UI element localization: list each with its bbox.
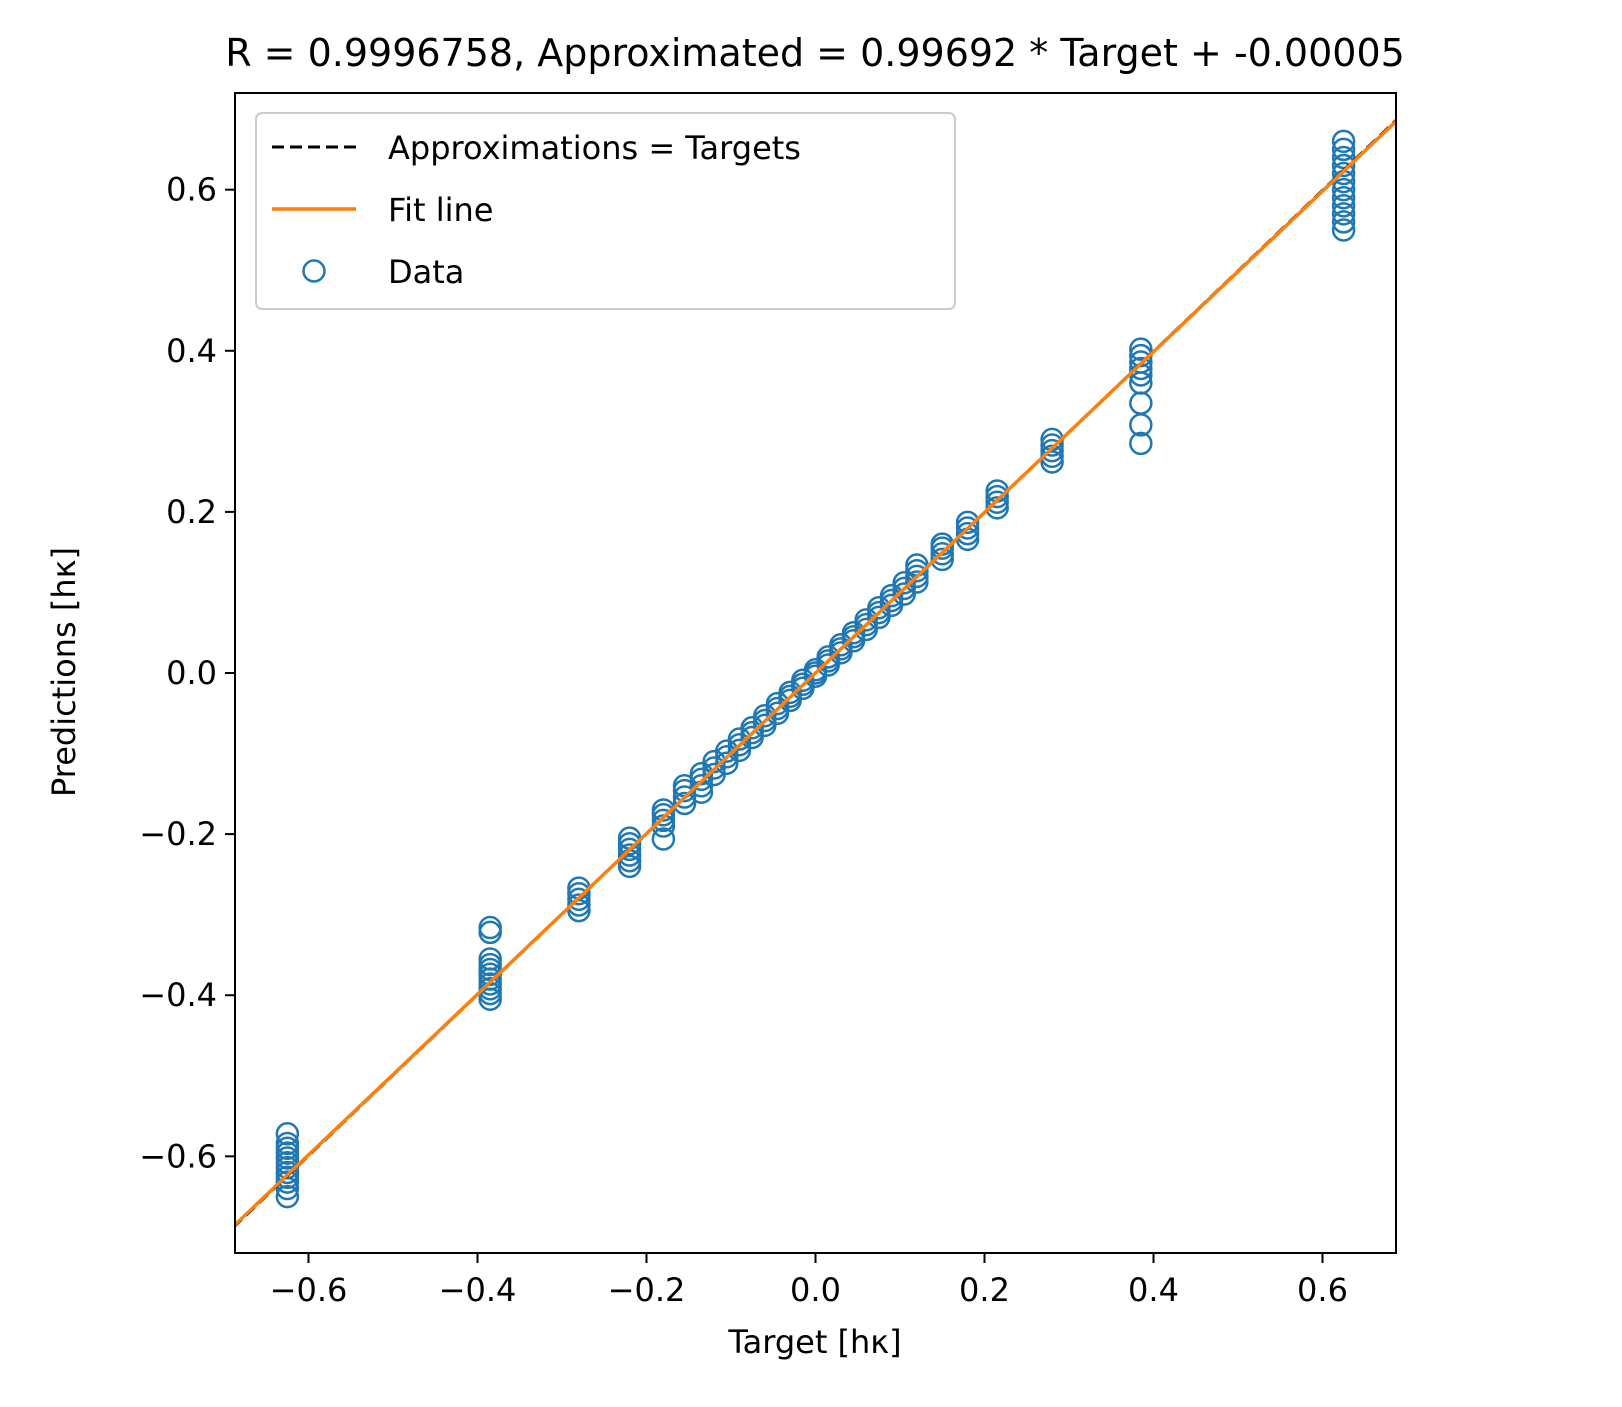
data-point [715, 739, 739, 763]
data-point [892, 582, 916, 606]
data-point [867, 596, 891, 620]
data-point [727, 732, 752, 757]
data-point [829, 633, 853, 657]
x-axis-label: Target [hκ] [727, 1323, 901, 1361]
data-point [892, 576, 916, 601]
data-point [930, 547, 954, 572]
data-point [478, 920, 502, 945]
data-point [985, 490, 1009, 514]
data-point [651, 827, 676, 851]
data-point [905, 564, 929, 589]
y-tick-label: −0.2 [139, 815, 217, 853]
data-point [1331, 210, 1356, 234]
data-point [854, 608, 878, 632]
legend-data-label: Data [388, 253, 464, 291]
data-point [1040, 433, 1064, 457]
data-point [275, 1184, 300, 1209]
fit-line [235, 118, 1396, 1228]
data-point [955, 521, 980, 546]
data-point [892, 571, 916, 595]
data-point [955, 510, 980, 535]
data-point [1129, 350, 1153, 374]
data-point [715, 751, 739, 775]
data-point [567, 881, 591, 906]
data-point [617, 843, 642, 867]
data-point [1331, 177, 1356, 202]
y-tick-label: −0.4 [139, 976, 217, 1014]
x-tick-label: 0.0 [790, 1271, 841, 1309]
data-point [1331, 202, 1356, 226]
data-point [803, 658, 828, 682]
legend: Approximations = Targets Fit line Data [255, 112, 956, 310]
y-tick-label: 0.6 [166, 171, 217, 209]
data-point [740, 716, 764, 740]
chart-title: R = 0.9996758, Approximated = 0.99692 * … [225, 31, 1405, 75]
data-point [567, 893, 591, 917]
x-tick-label: −0.2 [608, 1271, 686, 1309]
data-point [275, 1122, 300, 1146]
data-point [985, 484, 1009, 509]
data-point [905, 558, 929, 583]
data-point [1129, 356, 1153, 381]
data-point [1331, 218, 1356, 242]
data-point [617, 854, 642, 879]
y-tick-label: 0.4 [166, 332, 217, 370]
y-tick-label: −0.6 [139, 1137, 217, 1175]
legend-identity-label: Approximations = Targets [388, 129, 801, 167]
y-tick-label: 0.2 [166, 493, 217, 531]
data-point [1129, 391, 1153, 415]
data-point [672, 791, 697, 816]
data-point [930, 542, 954, 566]
data-points [275, 129, 1356, 1209]
x-tick-label: −0.4 [439, 1271, 517, 1309]
data-point [985, 496, 1009, 520]
data-point [816, 645, 840, 669]
x-tick-label: 0.4 [1128, 1271, 1179, 1309]
data-point [275, 1131, 300, 1156]
data-point [727, 738, 752, 763]
data-point [1331, 129, 1356, 154]
data-point [1331, 161, 1356, 186]
plot-area [235, 118, 1396, 1228]
data-point [1129, 431, 1153, 456]
x-tick-label: −0.6 [270, 1271, 348, 1309]
data-point [651, 808, 676, 833]
data-point [778, 680, 802, 705]
data-point [1040, 438, 1064, 463]
data-point [879, 583, 904, 608]
data-point [753, 703, 777, 728]
data-point [478, 952, 502, 977]
data-point [905, 570, 929, 594]
x-axis-ticks: −0.6 −0.4 −0.2 0.0 0.2 0.4 0.6 [270, 1253, 1348, 1309]
legend-box [255, 112, 956, 310]
legend-fit-label: Fit line [388, 191, 493, 229]
data-point [1331, 194, 1356, 218]
data-point [1331, 153, 1356, 178]
data-point [1331, 145, 1356, 170]
data-point [955, 516, 980, 540]
legend-data-marker [302, 259, 326, 283]
data-point [478, 915, 502, 940]
data-point [1331, 185, 1356, 210]
data-point [1040, 450, 1064, 474]
data-point [567, 887, 591, 912]
y-axis-label: Predictions [hκ] [45, 547, 83, 797]
x-tick-label: 0.6 [1297, 1271, 1348, 1309]
data-point [617, 832, 642, 856]
y-axis-ticks: −0.6 −0.4 −0.2 0.0 0.2 0.4 0.6 [139, 171, 235, 1175]
data-point [672, 785, 697, 809]
data-point [478, 947, 502, 971]
data-point [1331, 137, 1356, 162]
data-point [841, 620, 866, 645]
y-tick-label: 0.0 [166, 654, 217, 692]
data-point [1129, 337, 1153, 361]
data-point [617, 837, 642, 862]
x-tick-label: 0.2 [959, 1271, 1010, 1309]
data-point [715, 745, 739, 769]
